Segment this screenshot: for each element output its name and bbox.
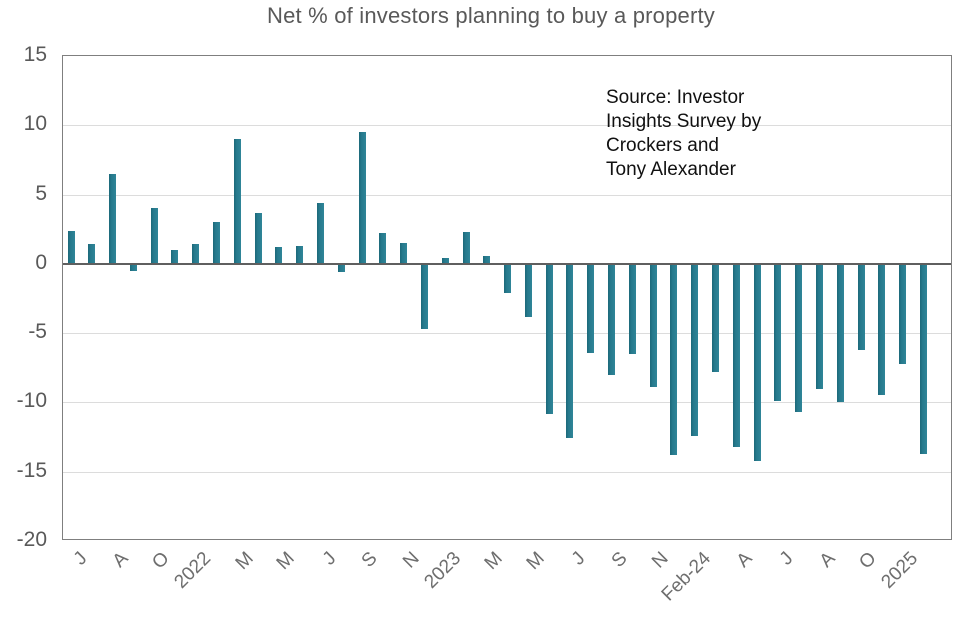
y-tick-label: -20 — [16, 528, 47, 551]
x-tick-label: J — [776, 548, 798, 570]
x-tick-label: 2022 — [170, 548, 216, 593]
gridline — [63, 125, 951, 127]
bar — [150, 208, 158, 264]
bar — [400, 243, 408, 264]
bar — [587, 263, 595, 353]
source-annotation-line: Insights Survey by — [606, 111, 762, 132]
bar — [545, 263, 553, 414]
x-tick-label: S — [607, 548, 632, 572]
bar — [753, 263, 761, 461]
x-tick-label: A — [815, 548, 840, 572]
y-tick-label: -5 — [28, 320, 47, 344]
bar — [774, 263, 782, 402]
x-tick-label: O — [855, 548, 881, 574]
bar — [441, 258, 449, 264]
y-tick-label: 0 — [35, 250, 47, 274]
bar — [795, 263, 803, 413]
x-tick-label: S — [358, 548, 382, 572]
bar — [316, 202, 324, 264]
y-tick-label: 5 — [35, 181, 47, 205]
bar — [524, 263, 532, 317]
x-tick-label: A — [732, 548, 757, 572]
bar — [815, 263, 823, 389]
bar — [296, 245, 304, 264]
x-tick-label: 2025 — [877, 548, 923, 593]
gridline — [63, 333, 951, 335]
y-tick-label: 15 — [23, 43, 47, 66]
source-annotation-line: Source: Investor — [606, 87, 745, 108]
source-annotation-line: Crockers and — [606, 135, 719, 156]
zero-axis-line — [63, 262, 951, 265]
bar — [899, 263, 907, 364]
bar — [919, 263, 927, 454]
gridline — [63, 402, 951, 404]
source-annotation: Source: Investor Insights Survey by Croc… — [606, 86, 761, 182]
bar — [878, 263, 886, 396]
bar — [109, 173, 117, 264]
bar — [732, 263, 740, 447]
bar — [337, 263, 345, 273]
bar — [836, 263, 844, 403]
bar — [213, 222, 221, 264]
x-tick-label: J — [568, 548, 590, 570]
bar — [857, 263, 865, 350]
x-tick-label: O — [148, 548, 175, 574]
bar — [67, 230, 75, 264]
x-tick-label: 2023 — [420, 548, 466, 593]
y-tick-label: -10 — [16, 389, 47, 413]
plot-area: Source: Investor Insights Survey by Croc… — [62, 55, 952, 540]
bar — [649, 263, 657, 388]
x-tick-label: M — [480, 548, 507, 575]
x-tick-label: J — [318, 548, 341, 570]
bar — [192, 244, 200, 264]
bar — [171, 250, 179, 264]
gridline — [63, 471, 951, 473]
x-tick-label: M — [272, 548, 299, 575]
bar — [670, 263, 678, 456]
x-tick-label: N — [398, 548, 424, 573]
bar — [379, 233, 387, 264]
y-tick-label: 10 — [23, 112, 47, 136]
y-tick-label: -15 — [16, 458, 47, 482]
bar — [88, 244, 96, 264]
bar — [711, 263, 719, 372]
chart-title: Net % of investors planning to buy a pro… — [266, 3, 716, 28]
bar — [420, 263, 428, 329]
bar — [254, 212, 262, 264]
bar — [358, 132, 366, 264]
x-tick-label: N — [648, 548, 673, 573]
source-annotation-line: Tony Alexander — [606, 159, 736, 180]
bar — [566, 263, 574, 439]
bar — [628, 263, 636, 354]
x-tick-label: A — [108, 548, 133, 572]
bar — [483, 255, 491, 264]
bar — [129, 263, 137, 271]
bar — [462, 231, 470, 264]
x-tick-label: M — [522, 548, 549, 575]
x-tick-label: J — [69, 548, 91, 570]
x-tick-label: M — [231, 548, 258, 575]
bar — [608, 263, 616, 375]
bar — [275, 247, 283, 264]
bar — [504, 263, 512, 293]
gridline — [63, 194, 951, 196]
bar — [233, 139, 241, 264]
bar — [691, 263, 699, 436]
